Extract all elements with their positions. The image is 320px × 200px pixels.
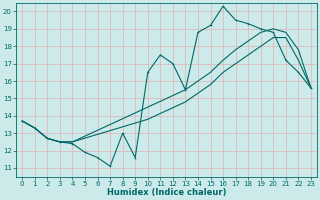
X-axis label: Humidex (Indice chaleur): Humidex (Indice chaleur) [107, 188, 226, 197]
